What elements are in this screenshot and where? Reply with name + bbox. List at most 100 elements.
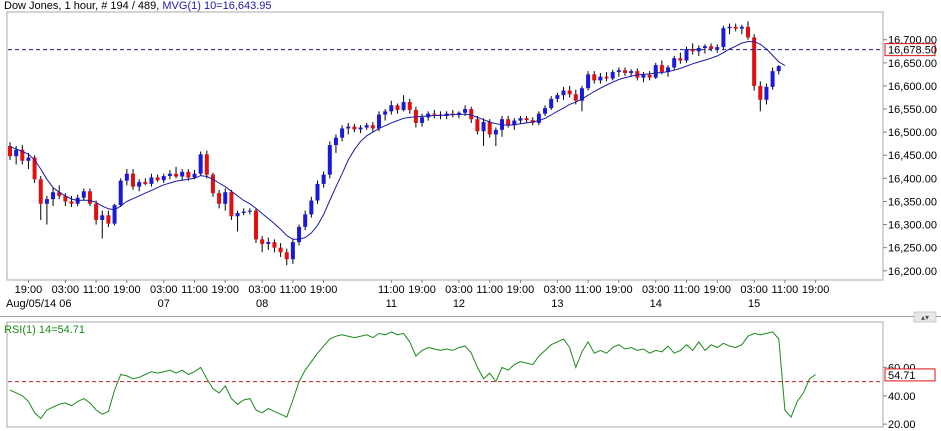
price-y-tick-label: 16,550.00	[888, 104, 937, 116]
candle-up	[420, 117, 425, 123]
candle-down	[659, 65, 664, 73]
header-info: , 1 hour, # 194 / 489,	[58, 0, 162, 12]
x-date-label: 13	[551, 298, 563, 310]
rsi-current-marker: 54.71	[884, 368, 936, 382]
candle-up	[696, 48, 701, 52]
candle-up	[641, 74, 646, 78]
candle-down	[370, 125, 375, 129]
header-indicator: MVG(1) 10=16,643.95	[162, 0, 271, 12]
rsi-header: RSI(1) 14=54.71	[4, 324, 85, 336]
candle-up	[303, 214, 308, 227]
candle-down	[709, 46, 714, 49]
x-time-label: 19:00	[605, 284, 633, 296]
x-time-label: 11:00	[575, 284, 602, 296]
candle-up	[481, 121, 486, 132]
rsi-current-label: 54.71	[888, 370, 916, 382]
candle-up	[266, 242, 271, 244]
rsi-header-label: RSI(1) 14=54.71	[4, 324, 85, 336]
candle-up	[223, 192, 228, 204]
x-time-label: 19:00	[703, 284, 731, 296]
rsi-y-tick-label: 40.00	[888, 391, 916, 403]
splitter-handle[interactable]	[913, 311, 937, 323]
price-y-tick-label: 16,500.00	[888, 127, 937, 139]
candle-down	[217, 193, 222, 204]
candle-down	[204, 154, 209, 175]
candle-down	[469, 109, 474, 120]
candle-up	[81, 191, 86, 198]
ma-layer	[9, 41, 786, 240]
candle-up	[543, 108, 548, 114]
candle-up	[14, 149, 19, 157]
candle-up	[715, 47, 720, 49]
candle-down	[395, 105, 400, 110]
candle-down	[407, 102, 412, 110]
x-time-label: 19:00	[15, 284, 43, 296]
price-y-tick-label: 16,450.00	[888, 150, 937, 162]
price-y-tick-label: 16,650.00	[888, 58, 937, 70]
x-time-label: 11:00	[772, 284, 799, 296]
candle-up	[180, 171, 185, 177]
candle-down	[758, 85, 763, 100]
rsi-y-tick-label: 20.00	[888, 419, 916, 431]
candle-up	[383, 111, 388, 115]
candle-up	[770, 71, 775, 87]
x-date-label: Aug/05/14 06	[6, 298, 71, 310]
candle-up	[297, 226, 302, 243]
candle-down	[20, 149, 25, 161]
candle-up	[340, 128, 345, 138]
x-time-label: 11:00	[83, 284, 110, 296]
candle-up	[739, 26, 744, 29]
candle-down	[623, 70, 627, 73]
price-panel-frame	[6, 11, 884, 281]
candle-up	[327, 145, 332, 175]
candle-up	[579, 88, 584, 101]
candle-down	[487, 121, 492, 135]
candle-up	[290, 242, 295, 260]
candle-down	[155, 177, 160, 181]
x-date-label: 11	[386, 298, 397, 310]
x-time-label: 19:00	[310, 284, 338, 296]
candle-up	[315, 183, 320, 201]
x-date-label: 12	[453, 298, 465, 310]
candle-down	[647, 74, 652, 78]
candle-up	[764, 86, 769, 100]
rsi-panel-frame	[6, 321, 884, 428]
candle-up	[112, 205, 117, 224]
candle-up	[555, 95, 560, 99]
splitter-arrow-icon: ▴▾	[921, 313, 929, 322]
candle-up	[561, 90, 566, 96]
candle-down	[106, 215, 111, 224]
x-time-label: 19:00	[507, 284, 535, 296]
candle-up	[776, 66, 781, 72]
x-time-label: 03:00	[642, 284, 670, 296]
rsi-layer	[8, 331, 883, 420]
x-time-label: 03:00	[150, 284, 178, 296]
candle-down	[746, 26, 750, 38]
candle-down	[63, 195, 68, 202]
price-y-axis: 16,700.0016,650.0016,600.0016,550.0016,5…	[883, 35, 937, 278]
candle-up	[44, 199, 49, 204]
candle-down	[260, 239, 265, 244]
candle-up	[536, 113, 541, 123]
candle-up	[518, 118, 523, 121]
price-y-tick-label: 16,350.00	[888, 196, 937, 208]
candle-up	[161, 176, 166, 181]
x-time-label: 03:00	[544, 284, 572, 296]
x-time-label: 19:00	[113, 284, 141, 296]
price-y-tick-label: 16,400.00	[888, 173, 937, 185]
x-date-label: 08	[256, 298, 268, 310]
candle-up	[137, 182, 142, 187]
candle-down	[475, 119, 480, 132]
x-axis: 19:00 03:00 11:00 19:00 03:00 11:00 19:00 03:00…	[6, 280, 829, 310]
candle-down	[94, 203, 99, 220]
price-y-tick-label: 16,600.00	[888, 81, 937, 93]
x-date-label: 15	[748, 298, 760, 310]
candle-up	[333, 137, 338, 146]
candle-down	[506, 119, 511, 126]
candle-up	[118, 180, 123, 206]
candle-up	[610, 72, 615, 79]
candle-up	[493, 129, 498, 135]
candle-up	[672, 58, 677, 68]
candle-up	[456, 112, 461, 115]
